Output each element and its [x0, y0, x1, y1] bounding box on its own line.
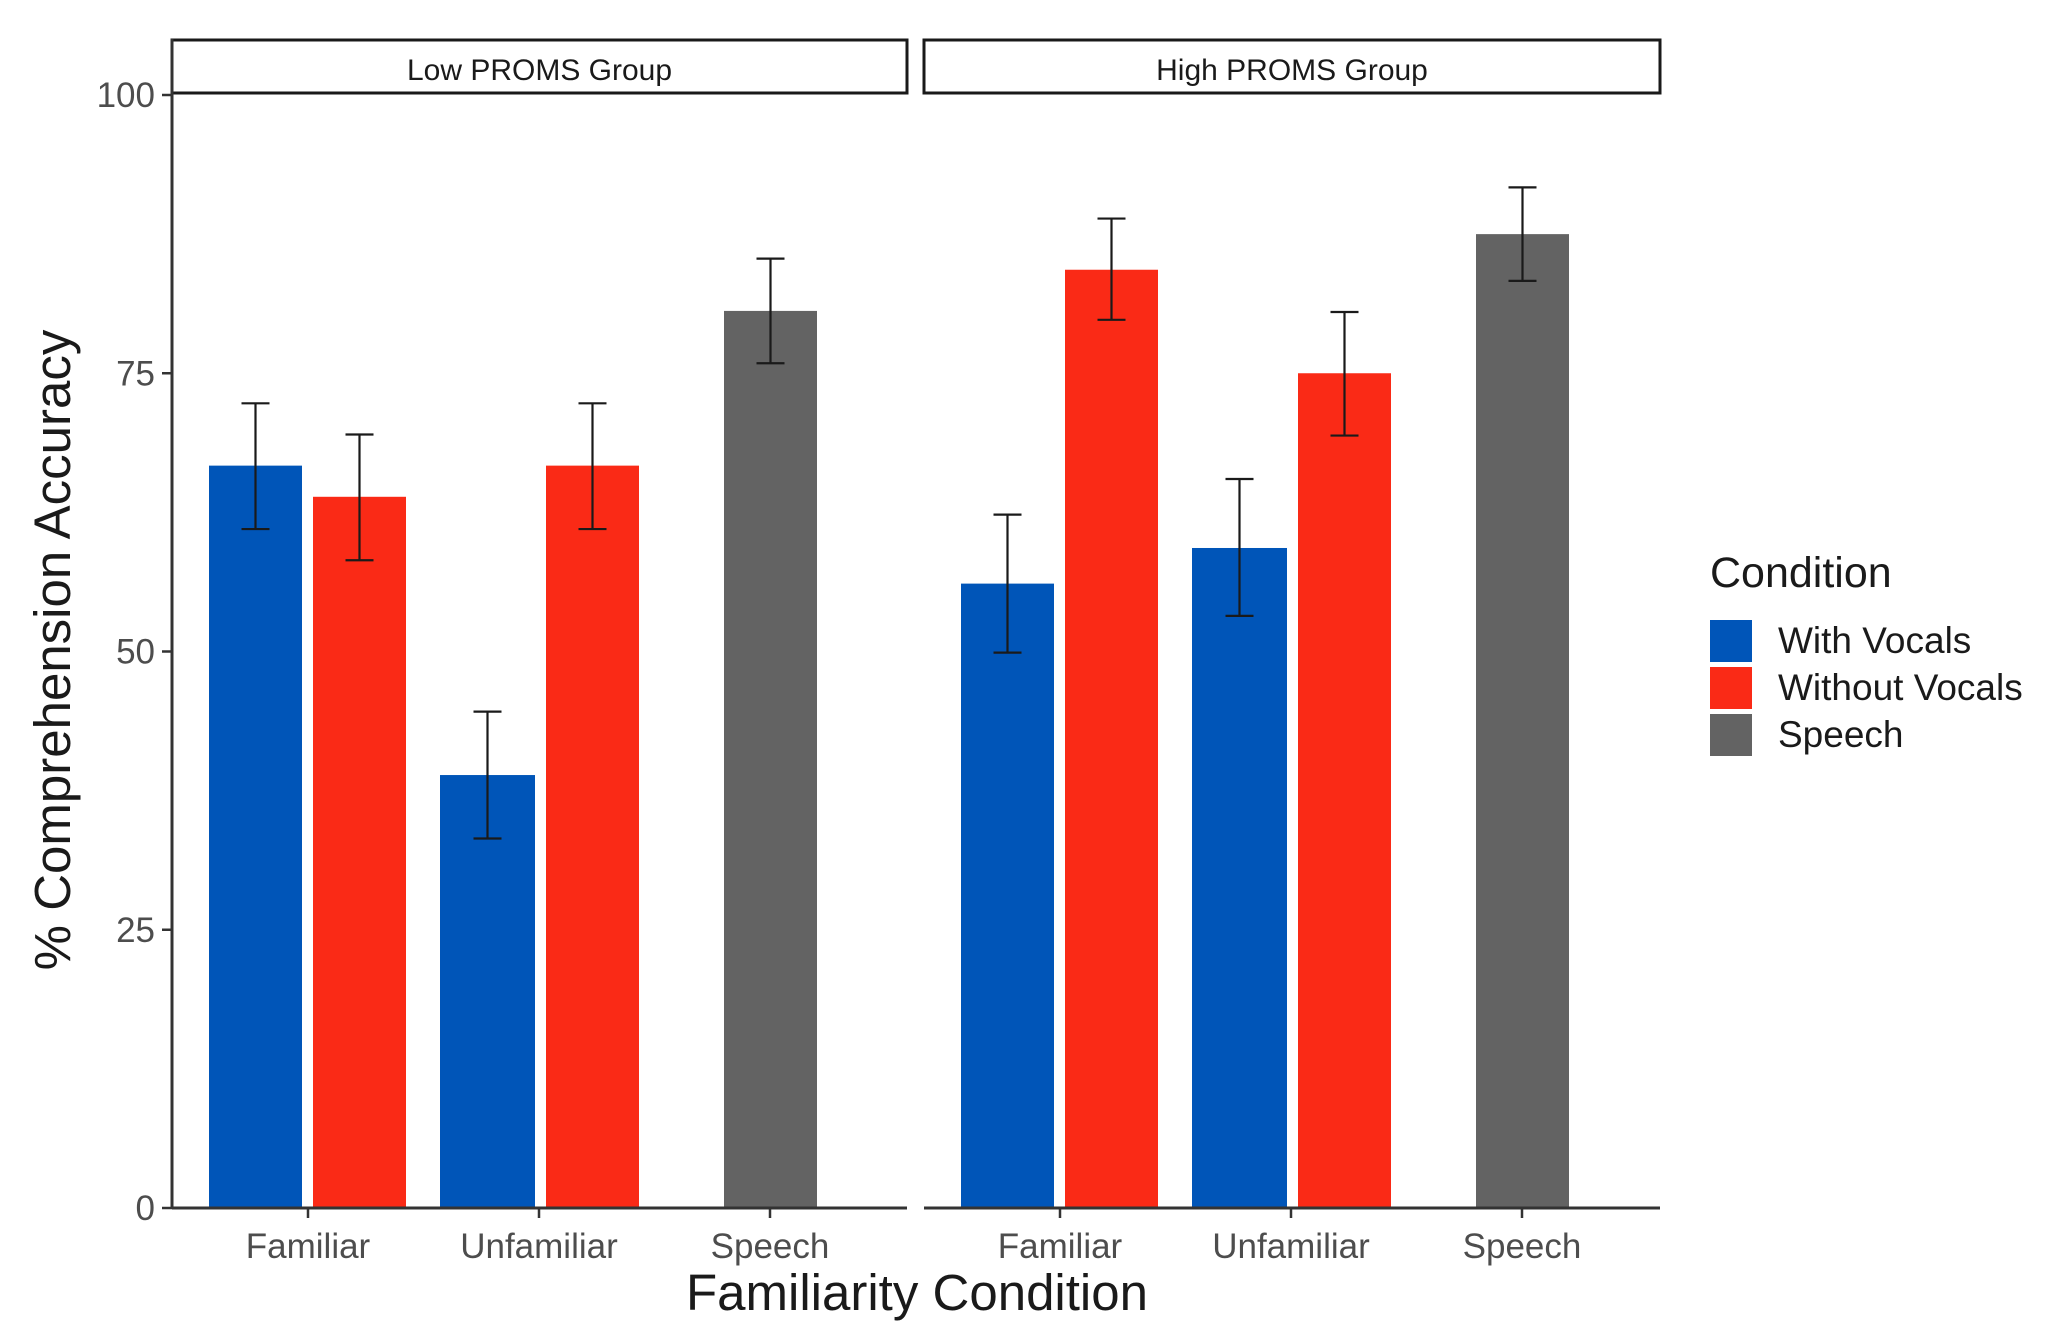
- error-bar: [473, 710, 502, 840]
- error-bar: [1330, 310, 1359, 437]
- facet-strip: [922, 38, 1662, 95]
- facet-panel-1: Low PROMS Group Familiar Unfamiliar Speech: [170, 38, 909, 1266]
- legend-label: Without Vocals: [1778, 667, 2023, 708]
- y-tick-label: 0: [136, 1189, 155, 1228]
- y-tick-label: 75: [116, 354, 155, 393]
- error-bar: [1225, 477, 1254, 617]
- y-tick-label: 50: [116, 633, 155, 672]
- error-bar: [1097, 217, 1126, 321]
- bar-unfamiliar-without-vocals: [1298, 373, 1391, 1208]
- error-bar: [756, 257, 785, 365]
- bar-familiar-with-vocals: [961, 583, 1054, 1208]
- error-bar: [1508, 186, 1537, 282]
- x-tick-label: Speech: [1463, 1227, 1582, 1266]
- legend-key-speech: [1710, 714, 1752, 756]
- legend-title: Condition: [1710, 549, 1892, 597]
- facet-panel-2: High PROMS Group Familiar Unfamiliar Speech: [922, 38, 1662, 1266]
- bar-familiar-without-vocals: [313, 496, 406, 1209]
- error-bar: [345, 433, 374, 562]
- bar-speech-speech: [724, 310, 817, 1208]
- bar-unfamiliar-with-vocals: [440, 775, 535, 1208]
- bar-familiar-with-vocals: [209, 465, 302, 1208]
- x-tick-label: Unfamiliar: [460, 1227, 618, 1266]
- error-bar: [241, 402, 270, 531]
- legend-key-without-vocals: [1710, 667, 1752, 709]
- x-tick-label: Familiar: [998, 1227, 1123, 1266]
- facet-strip-title: Low PROMS Group: [407, 54, 672, 87]
- x-tick-label: Speech: [711, 1227, 830, 1266]
- bar-unfamiliar-with-vocals: [1192, 547, 1287, 1208]
- facet-strip-title: High PROMS Group: [1156, 54, 1428, 87]
- legend-key-with-vocals: [1710, 620, 1752, 662]
- bar-speech-speech: [1476, 234, 1569, 1208]
- error-bar: [993, 513, 1022, 654]
- y-tick-label: 25: [116, 911, 155, 950]
- error-bar: [578, 402, 607, 531]
- legend-label: Speech: [1778, 714, 1904, 755]
- bar-unfamiliar-without-vocals: [546, 465, 639, 1208]
- x-tick-label: Unfamiliar: [1212, 1227, 1370, 1266]
- x-tick-label: Familiar: [246, 1227, 371, 1266]
- x-axis-title: Familiarity Condition: [686, 1264, 1148, 1321]
- legend-label: With Vocals: [1778, 620, 1971, 661]
- legend: Condition With Vocals Without Vocals Speec…: [1710, 549, 2023, 756]
- bar-familiar-without-vocals: [1065, 269, 1158, 1209]
- y-axis-title: % Comprehension Accuracy: [24, 329, 81, 970]
- axes: % Comprehension Accuracy Familiarity Con…: [24, 39, 1148, 1321]
- y-tick-label: 100: [97, 76, 155, 115]
